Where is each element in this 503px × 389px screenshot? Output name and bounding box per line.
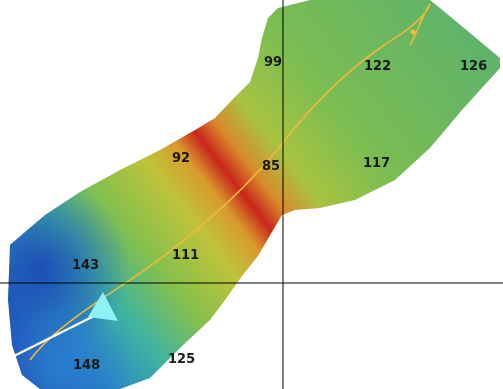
depth-label-126: 126 bbox=[460, 59, 487, 74]
depth-label-143: 143 bbox=[72, 258, 99, 273]
depth-labels: 99 122 126 92 85 117 143 111 148 125 bbox=[72, 55, 487, 373]
depth-label-125: 125 bbox=[168, 352, 195, 367]
depth-label-99: 99 bbox=[264, 55, 282, 70]
depth-label-111: 111 bbox=[172, 248, 199, 263]
vessel-track-line bbox=[29, 3, 431, 361]
track-waypoint-marker bbox=[410, 29, 416, 35]
depth-label-148: 148 bbox=[73, 358, 100, 373]
depth-label-122: 122 bbox=[364, 59, 391, 74]
depth-label-117: 117 bbox=[363, 156, 390, 171]
depth-label-92: 92 bbox=[172, 151, 190, 166]
depth-label-85: 85 bbox=[262, 159, 280, 174]
vessel-heading-line bbox=[9, 310, 105, 359]
vessel-triangle-icon[interactable] bbox=[88, 292, 118, 321]
